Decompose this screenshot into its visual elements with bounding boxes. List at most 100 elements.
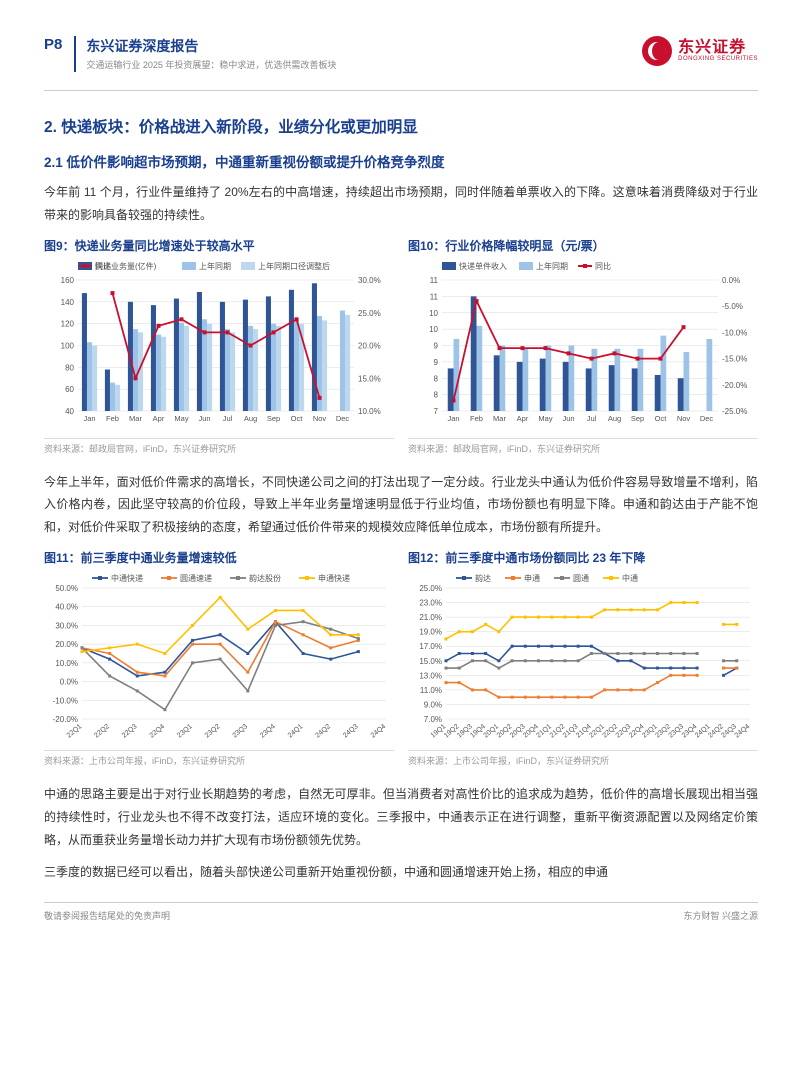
- svg-text:Sep: Sep: [631, 414, 644, 423]
- footer-right: 东方财智 兴盛之源: [683, 909, 758, 922]
- svg-text:140: 140: [61, 297, 75, 306]
- logo: 东兴证券 DONGXING SECURITIES: [642, 36, 758, 66]
- svg-text:Apr: Apr: [517, 414, 529, 423]
- svg-text:22Q3: 22Q3: [121, 723, 139, 739]
- svg-text:0.0%: 0.0%: [60, 678, 78, 687]
- chart-9-svg: 快递业务量(亿件)上年同期上年同期口径调整后同比4060801001201401…: [44, 258, 394, 433]
- chart-9-box: 图9：快递业务量同比增速处于较高水平 快递业务量(亿件)上年同期上年同期口径调整…: [44, 237, 394, 467]
- svg-text:7.0%: 7.0%: [424, 715, 442, 724]
- svg-text:9: 9: [434, 341, 439, 350]
- svg-text:22Q1: 22Q1: [66, 723, 84, 739]
- svg-text:25.0%: 25.0%: [358, 308, 381, 317]
- svg-text:40: 40: [65, 407, 74, 416]
- svg-text:24Q3: 24Q3: [342, 723, 360, 739]
- svg-text:圆通速递: 圆通速递: [180, 573, 212, 583]
- svg-text:10: 10: [429, 325, 438, 334]
- svg-text:-10.0%: -10.0%: [722, 328, 747, 337]
- svg-text:快递单件收入: 快递单件收入: [459, 261, 507, 271]
- svg-text:10.0%: 10.0%: [358, 407, 381, 416]
- chart-11-source: 资料来源：上市公司年报，iFinD，东兴证券研究所: [44, 754, 394, 767]
- svg-text:8: 8: [434, 390, 439, 399]
- svg-text:Nov: Nov: [677, 414, 691, 423]
- chart-12-title: 图12：前三季度中通市场份额同比 23 年下降: [408, 549, 758, 566]
- svg-text:11: 11: [430, 292, 439, 301]
- chart-12-source: 资料来源：上市公司年报，iFinD，东兴证券研究所: [408, 754, 758, 767]
- chart-11-box: 图11：前三季度中通业务量增速较低 中通快递圆通速递韵达股份申通快递-20.0%…: [44, 549, 394, 779]
- svg-text:Jun: Jun: [198, 414, 210, 423]
- chart-10-box: 图10：行业价格降幅较明显（元/票） 快递单件收入上年同期同比788991010…: [408, 237, 758, 467]
- svg-text:15.0%: 15.0%: [419, 657, 442, 666]
- svg-text:22Q4: 22Q4: [149, 723, 167, 739]
- svg-text:50.0%: 50.0%: [55, 584, 78, 593]
- svg-text:中通: 中通: [622, 573, 638, 583]
- section-heading-2: 2. 快递板块：价格战进入新阶段，业绩分化或更加明显: [44, 115, 758, 137]
- svg-text:15.0%: 15.0%: [358, 374, 381, 383]
- svg-text:Aug: Aug: [608, 414, 621, 423]
- svg-text:-20.0%: -20.0%: [53, 715, 78, 724]
- paragraph-2: 今年上半年，面对低价件需求的高增长，不同快递公司之间的打法出现了一定分歧。行业龙…: [44, 471, 758, 539]
- svg-text:申通快递: 申通快递: [318, 573, 350, 583]
- svg-text:120: 120: [61, 319, 75, 328]
- svg-text:13.0%: 13.0%: [419, 671, 442, 680]
- svg-text:24Q4: 24Q4: [734, 723, 752, 739]
- svg-text:-20.0%: -20.0%: [722, 380, 747, 389]
- svg-text:上年同期: 上年同期: [536, 261, 568, 271]
- svg-text:22Q2: 22Q2: [93, 723, 111, 739]
- svg-text:Sep: Sep: [267, 414, 280, 423]
- logo-text: 东兴证券 DONGXING SECURITIES: [678, 40, 758, 62]
- svg-text:-25.0%: -25.0%: [722, 407, 747, 416]
- svg-text:同比: 同比: [595, 261, 611, 271]
- chart-10-source: 资料来源：邮政局官网，iFinD，东兴证券研究所: [408, 442, 758, 455]
- svg-text:Jan: Jan: [447, 414, 459, 423]
- chart-11-title: 图11：前三季度中通业务量增速较低: [44, 549, 394, 566]
- svg-text:0.0%: 0.0%: [722, 276, 740, 285]
- svg-text:24Q2: 24Q2: [314, 723, 332, 739]
- footer-left: 敬请参阅报告结尾处的免责声明: [44, 909, 170, 922]
- logo-en: DONGXING SECURITIES: [678, 56, 758, 62]
- paragraph-1: 今年前 11 个月，行业件量维持了 20%左右的中高增速，持续超出市场预期，同时…: [44, 181, 758, 227]
- svg-text:同比: 同比: [95, 261, 111, 271]
- footer: 敬请参阅报告结尾处的免责声明 东方财智 兴盛之源: [44, 902, 758, 922]
- header-divider: [74, 36, 76, 72]
- svg-text:Jul: Jul: [223, 414, 233, 423]
- logo-icon: [642, 36, 672, 66]
- svg-text:-5.0%: -5.0%: [722, 302, 743, 311]
- svg-text:-10.0%: -10.0%: [53, 696, 78, 705]
- svg-text:Mar: Mar: [129, 414, 142, 423]
- svg-text:-15.0%: -15.0%: [722, 354, 747, 363]
- chart-10-title: 图10：行业价格降幅较明显（元/票）: [408, 237, 758, 254]
- svg-text:May: May: [538, 414, 552, 423]
- chart-12-svg: 韵达申通圆通中通7.0%9.0%11.0%13.0%15.0%17.0%19.0…: [408, 570, 758, 745]
- page-number: P8: [44, 36, 74, 53]
- svg-text:24Q4: 24Q4: [370, 723, 388, 739]
- svg-text:上年同期: 上年同期: [199, 261, 231, 271]
- svg-text:Jul: Jul: [587, 414, 597, 423]
- svg-text:160: 160: [61, 276, 75, 285]
- svg-text:圆通: 圆通: [573, 573, 589, 583]
- svg-text:Oct: Oct: [291, 414, 304, 423]
- svg-text:19.0%: 19.0%: [419, 628, 442, 637]
- svg-text:11.0%: 11.0%: [420, 686, 442, 695]
- header: P8 东兴证券深度报告 交通运输行业 2025 年投资展望：稳中求进，优选供需改…: [44, 36, 758, 78]
- svg-text:9.0%: 9.0%: [424, 700, 442, 709]
- svg-text:23Q3: 23Q3: [231, 723, 249, 739]
- svg-text:Oct: Oct: [655, 414, 668, 423]
- svg-text:Aug: Aug: [244, 414, 257, 423]
- svg-text:23.0%: 23.0%: [419, 599, 442, 608]
- svg-text:30.0%: 30.0%: [55, 621, 78, 630]
- header-separator: [44, 90, 758, 91]
- svg-text:Dec: Dec: [336, 414, 350, 423]
- svg-text:Jun: Jun: [562, 414, 574, 423]
- svg-text:Dec: Dec: [700, 414, 714, 423]
- logo-cn: 东兴证券: [678, 40, 758, 56]
- svg-text:7: 7: [434, 407, 439, 416]
- report-subtitle: 交通运输行业 2025 年投资展望：稳中求进，优选供需改善板块: [86, 58, 336, 71]
- svg-text:20.0%: 20.0%: [358, 341, 381, 350]
- header-left: P8 东兴证券深度报告 交通运输行业 2025 年投资展望：稳中求进，优选供需改…: [44, 36, 336, 72]
- chart-11-svg: 中通快递圆通速递韵达股份申通快递-20.0%-10.0%0.0%10.0%20.…: [44, 570, 394, 745]
- svg-text:23Q2: 23Q2: [204, 723, 222, 739]
- svg-text:Feb: Feb: [106, 414, 119, 423]
- svg-text:80: 80: [65, 363, 74, 372]
- svg-text:17.0%: 17.0%: [419, 642, 442, 651]
- chart-10-svg: 快递单件收入上年同期同比7889910101111-25.0%-20.0%-15…: [408, 258, 758, 433]
